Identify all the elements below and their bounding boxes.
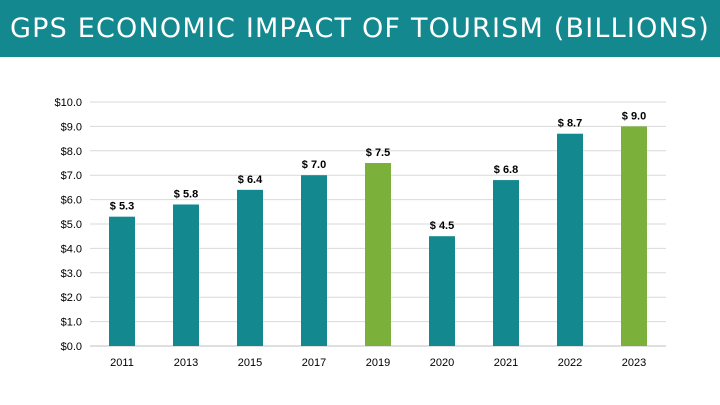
x-tick-label: 2019: [366, 357, 390, 369]
bar: [365, 163, 391, 346]
y-tick-label: $6.0: [61, 195, 82, 207]
data-label: $ 5.8: [174, 188, 198, 200]
y-tick-label: $5.0: [61, 219, 82, 231]
y-tick-label: $9.0: [61, 121, 82, 133]
y-tick-label: $8.0: [61, 146, 82, 158]
bar: [429, 236, 455, 346]
bar: [173, 204, 199, 346]
bar: [301, 175, 327, 346]
y-tick-label: $10.0: [54, 97, 82, 109]
bar: [237, 189, 263, 346]
data-label: $ 8.7: [558, 118, 582, 130]
bar: [557, 133, 583, 346]
x-tick-label: 2011: [110, 357, 134, 369]
x-tick-label: 2023: [622, 357, 646, 369]
x-tick-label: 2013: [174, 357, 198, 369]
y-tick-label: $2.0: [61, 292, 82, 304]
data-label: $ 9.0: [622, 110, 646, 122]
data-label: $ 5.3: [110, 201, 134, 213]
data-label: $ 7.5: [366, 147, 390, 159]
data-label: $ 6.8: [494, 164, 518, 176]
data-label: $ 7.0: [302, 159, 326, 171]
bar-chart: $0.0 $1.0 $2.0 $3.0 $4.0 $5.0 $6.0 $7.0 $8.0 $9.0…: [54, 97, 666, 369]
data-label: $ 4.5: [430, 220, 454, 232]
x-tick-label: 2022: [558, 357, 582, 369]
x-tick-label: 2021: [494, 357, 518, 369]
bar: [621, 126, 647, 347]
title-banner: GPS ECONOMIC IMPACT OF TOURISM (BILLIONS…: [0, 0, 720, 57]
data-label: $ 6.4: [238, 174, 263, 186]
y-tick-label: $7.0: [61, 170, 82, 182]
bar: [493, 180, 519, 346]
x-tick-label: 2017: [302, 357, 326, 369]
y-tick-label: $0.0: [61, 341, 82, 353]
x-tick-label: 2015: [238, 357, 262, 369]
bar: [109, 216, 135, 346]
y-tick-label: $1.0: [61, 317, 82, 329]
page-title: GPS ECONOMIC IMPACT OF TOURISM (BILLIONS…: [10, 13, 710, 44]
x-tick-label: 2020: [430, 357, 454, 369]
y-tick-label: $3.0: [61, 268, 82, 280]
y-tick-label: $4.0: [61, 243, 82, 255]
